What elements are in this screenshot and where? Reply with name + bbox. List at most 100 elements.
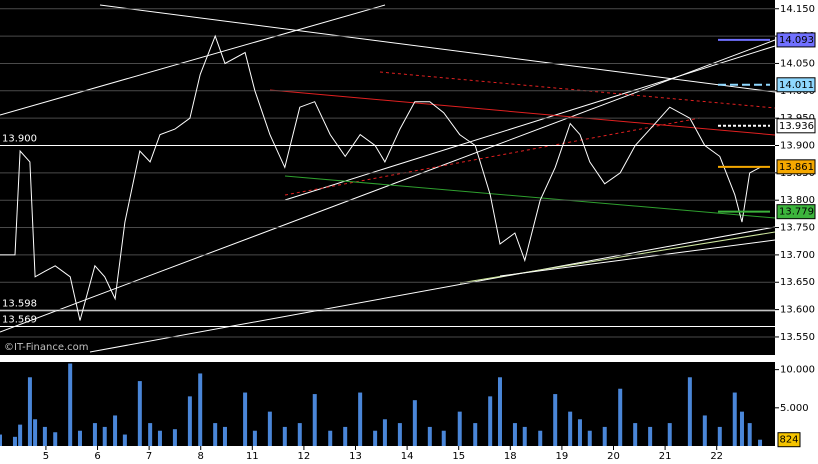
volume-bar	[577, 419, 582, 446]
volume-bar	[457, 411, 462, 446]
volume-bar	[488, 396, 493, 446]
volume-bar	[397, 423, 402, 446]
price-pane	[0, 0, 775, 355]
volume-bar	[587, 430, 592, 446]
x-tick-label: 6	[94, 451, 100, 462]
volume-bar	[68, 363, 73, 446]
trend-line	[499, 239, 776, 277]
y-tick-label: 10.000	[780, 365, 815, 376]
volume-bar	[633, 423, 638, 446]
y-tick-label: 14.050	[780, 58, 815, 69]
marker-label: 14.011	[779, 80, 814, 91]
x-tick-label: 5	[43, 451, 49, 462]
y-tick-label: 13.750	[780, 223, 815, 234]
price-line	[0, 34, 761, 321]
trend-line	[379, 71, 776, 109]
volume-bar	[427, 426, 432, 446]
volume-pane	[0, 362, 775, 446]
x-tick-label: 21	[659, 451, 672, 462]
volume-bar	[187, 396, 192, 446]
volume-bar	[739, 411, 744, 446]
volume-bar	[18, 424, 23, 446]
marker-box	[776, 32, 816, 48]
trend-line	[284, 117, 701, 196]
marker-box	[776, 77, 816, 93]
marker-label: 14.093	[779, 35, 814, 46]
volume-bar	[497, 377, 502, 446]
volume-bar	[122, 434, 127, 446]
volume-bar	[648, 426, 653, 446]
x-tick-label: 15	[452, 451, 465, 462]
volume-bar	[222, 426, 227, 446]
volume-bar	[747, 423, 752, 446]
x-tick-label: 7	[146, 451, 152, 462]
x-tick-label: 20	[607, 451, 620, 462]
volume-bar	[687, 377, 692, 446]
volume-bar	[312, 394, 317, 446]
trend-line	[284, 175, 776, 219]
level-label: 13.598	[2, 299, 37, 310]
trend-line	[0, 39, 776, 333]
volume-bar	[568, 411, 573, 446]
x-tick-label: 13	[349, 451, 362, 462]
y-tick-label: 13.550	[780, 332, 815, 343]
volume-bar	[27, 377, 32, 446]
x-tick-label: 19	[556, 451, 569, 462]
trend-line	[99, 4, 776, 93]
marker-box	[776, 159, 816, 175]
y-tick-label: 14.150	[780, 4, 815, 15]
volume-bar	[328, 430, 333, 446]
volume-bar	[602, 426, 607, 446]
level-label: 13.900	[2, 134, 37, 145]
volume-bar	[717, 426, 722, 446]
volume-bar	[33, 419, 38, 446]
x-tick-label: 8	[198, 451, 204, 462]
volume-bar	[702, 415, 707, 446]
volume-bar	[213, 423, 218, 446]
volume-bar	[373, 430, 378, 446]
volume-bar	[92, 423, 97, 446]
x-tick-label: 14	[401, 451, 414, 462]
volume-bar	[538, 430, 543, 446]
trend-line	[284, 45, 776, 201]
volume-bar	[137, 381, 142, 446]
volume-bar	[102, 426, 107, 446]
volume-bar	[732, 392, 737, 446]
volume-bar	[358, 392, 363, 446]
x-tick-label: 18	[504, 451, 517, 462]
y-tick-label: 13.700	[780, 250, 815, 261]
volume-bar	[297, 423, 302, 446]
volume-bar	[282, 426, 287, 446]
marker-label: 13.936	[779, 121, 814, 132]
volume-bar	[343, 426, 348, 446]
trend-line	[0, 4, 386, 116]
volume-bar	[553, 394, 558, 446]
volume-bar	[441, 430, 446, 446]
trend-lines	[0, 4, 776, 353]
current-volume-label: 824	[779, 435, 798, 446]
volume-bar	[522, 426, 527, 446]
watermark: ©IT-Finance.com	[4, 342, 89, 353]
volume-bar	[12, 436, 17, 446]
trend-line	[269, 89, 776, 136]
x-tick-label: 12	[298, 451, 311, 462]
volume-bar	[243, 392, 248, 446]
volume-bar	[53, 432, 58, 446]
y-tick-label: 13.600	[780, 305, 815, 316]
volume-bar	[0, 434, 2, 446]
volume-bar	[42, 426, 47, 446]
level-label: 13.569	[2, 315, 37, 326]
volume-bar	[618, 388, 623, 446]
volume-bar	[267, 411, 272, 446]
marker-box	[776, 204, 816, 220]
trend-line	[89, 226, 776, 353]
marker-label: 13.779	[779, 207, 814, 218]
volume-bar	[157, 430, 162, 446]
x-tick-label: 11	[246, 451, 259, 462]
volume-bar	[77, 430, 82, 446]
marker-label: 13.861	[779, 162, 814, 173]
volume-bar	[382, 419, 387, 446]
volume-bar	[473, 423, 478, 446]
volume-bar	[667, 423, 672, 446]
